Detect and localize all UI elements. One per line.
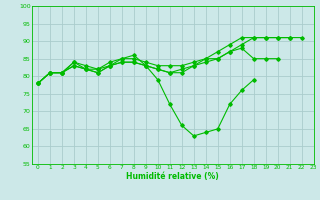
X-axis label: Humidité relative (%): Humidité relative (%): [126, 172, 219, 181]
